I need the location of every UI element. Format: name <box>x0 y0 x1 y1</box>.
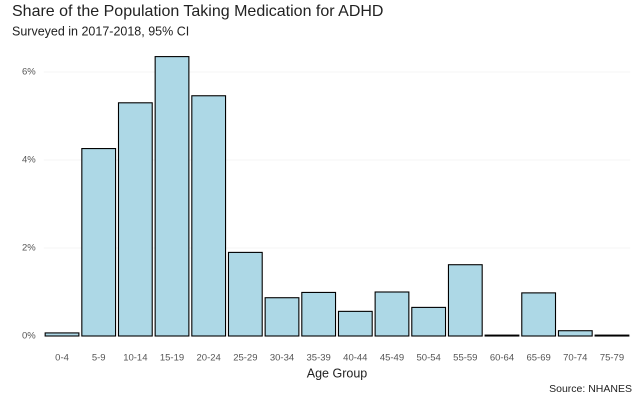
bar <box>44 332 80 337</box>
x-tick-label: 25-29 <box>233 353 257 364</box>
x-axis-label: Age Group <box>307 366 368 380</box>
x-tick-label: 0-4 <box>55 353 69 364</box>
caption: Source: NHANES <box>549 383 632 395</box>
y-tick-label: 4% <box>22 155 36 166</box>
x-tick-label: 5-9 <box>92 353 106 364</box>
x-tick-label: 70-74 <box>563 353 587 364</box>
y-tick-label: 6% <box>22 67 36 78</box>
x-tick-label: 75-79 <box>600 353 624 364</box>
bar <box>301 291 337 337</box>
x-tick-label: 35-39 <box>307 353 331 364</box>
bar <box>191 95 227 337</box>
bar <box>154 56 190 337</box>
bar <box>557 330 593 337</box>
x-tick-label: 10-14 <box>123 353 147 364</box>
bar <box>447 264 483 337</box>
bar <box>117 102 153 337</box>
bar <box>521 292 557 337</box>
x-tick-label: 65-69 <box>526 353 550 364</box>
x-tick-label: 40-44 <box>343 353 367 364</box>
chart-subtitle: Surveyed in 2017-2018, 95% CI <box>12 24 189 38</box>
bar <box>264 297 300 337</box>
x-tick-label: 50-54 <box>417 353 441 364</box>
bar <box>484 334 520 337</box>
x-tick-label: 20-24 <box>197 353 221 364</box>
bar <box>337 310 373 337</box>
bar <box>594 334 630 337</box>
x-tick-label: 55-59 <box>453 353 477 364</box>
bar <box>374 291 410 337</box>
y-tick-label: 2% <box>22 243 36 254</box>
chart-title: Share of the Population Taking Medicatio… <box>12 3 383 20</box>
x-tick-label: 60-64 <box>490 353 514 364</box>
x-tick-label: 30-34 <box>270 353 294 364</box>
bar <box>411 306 447 337</box>
bar <box>81 148 117 337</box>
y-tick-label: 0% <box>22 331 36 342</box>
x-tick-label: 15-19 <box>160 353 184 364</box>
x-tick-label: 45-49 <box>380 353 404 364</box>
bar <box>227 251 263 337</box>
